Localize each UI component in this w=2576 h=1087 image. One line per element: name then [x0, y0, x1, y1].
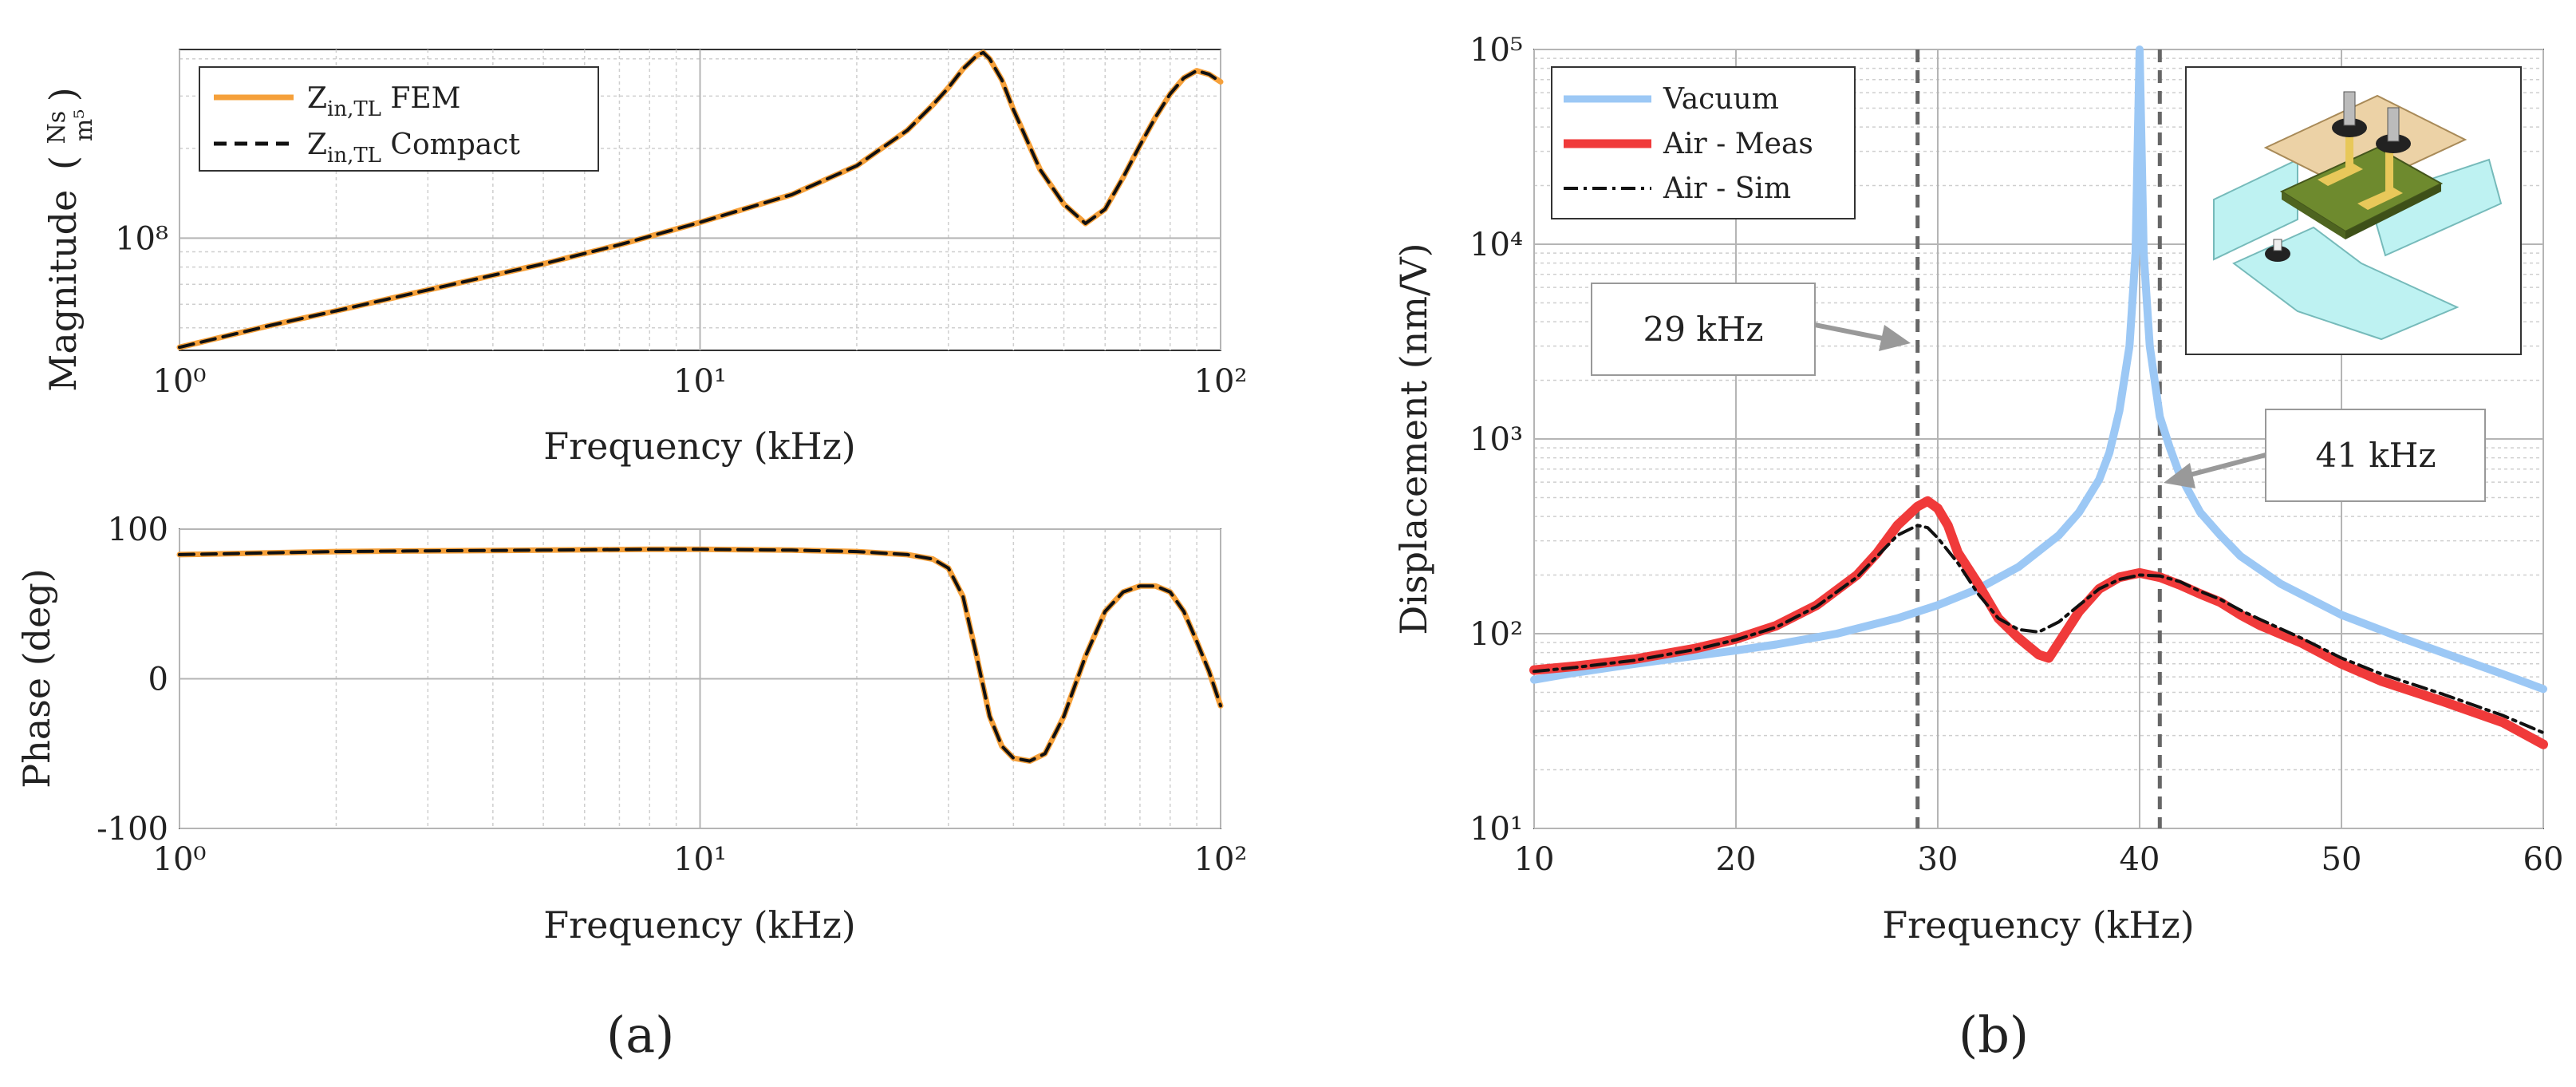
legend-fem-sub: in,TL	[327, 97, 381, 121]
y-tick-label: 10⁴	[1469, 227, 1523, 263]
x-tick-label: 40	[2120, 841, 2160, 878]
magnitude-series	[176, 49, 1224, 350]
magnitude-y-axis-label: Magnitude ( Ns m⁵ )	[41, 87, 98, 391]
y-tick-label: 0	[148, 662, 168, 698]
displacement-legend-label-air-meas: Air - Meas	[1663, 128, 1813, 160]
magnitude-x-axis-label: Frequency (kHz)	[543, 425, 856, 468]
inset-connector-3	[2265, 246, 2290, 262]
displacement-y-axis-label: Displacement (nm/V)	[1392, 243, 1435, 634]
inset-pin-2	[2387, 107, 2400, 142]
magnitude-legend: Zin,TL FEM Zin,TL Compact	[199, 66, 599, 172]
x-tick-label: 30	[1918, 841, 1959, 878]
magnitude-y-unit-fraction: Ns m⁵	[43, 101, 98, 144]
callout-29khz: 29 kHz	[1591, 283, 1911, 376]
x-tick-label: 10²	[1194, 363, 1248, 400]
legend-compact-sub: in,TL	[327, 144, 381, 168]
x-tick-label: 20	[1716, 841, 1757, 878]
device-inset-image	[2185, 66, 2522, 355]
x-tick-label: 50	[2322, 841, 2362, 878]
panel-b-label: (b)	[1959, 1006, 2029, 1064]
inset-connector-1	[2332, 118, 2367, 137]
phase-series	[176, 546, 1224, 765]
displacement-series	[1529, 45, 2548, 828]
displacement-legend-label-vacuum: Vacuum	[1663, 83, 1779, 116]
y-tick-label: 10⁸	[115, 220, 168, 257]
phase-grid	[179, 528, 1221, 829]
displacement-x-axis-label: Frequency (kHz)	[1882, 903, 2195, 947]
legend-compact-rest: Compact	[381, 128, 520, 161]
x-tick-label: 10¹	[673, 363, 727, 400]
x-tick-label: 60	[2523, 841, 2564, 878]
y-tick-label: -100	[97, 811, 168, 848]
magnitude-y-axis-label-paren-close: )	[41, 87, 85, 101]
legend-compact-main: Z	[307, 128, 327, 161]
magnitude-legend-label-compact: Zin,TL Compact	[307, 128, 520, 168]
legend-fem-main: Z	[307, 82, 327, 115]
inset-pin-3	[2273, 239, 2282, 251]
panel-a-label: (a)	[606, 1006, 674, 1064]
callout-41khz-box	[2265, 409, 2486, 502]
callout-41khz-arrow-shaft	[2189, 453, 2266, 477]
inset-green-plate-front	[2345, 184, 2441, 239]
inset-left-block	[2213, 158, 2298, 261]
callout-29khz-arrow-shaft	[1814, 322, 1888, 342]
callout-41khz: 41 kHz	[2164, 409, 2486, 502]
magnitude-y-unit-numerator: Ns	[43, 111, 71, 144]
y-tick-label: 100	[108, 512, 168, 548]
magnitude-y-axis-label-text: Magnitude	[41, 190, 85, 392]
callout-29khz-box	[1591, 283, 1816, 376]
inset-connector-2	[2376, 134, 2411, 153]
phase-y-axis-label: Phase (deg)	[15, 568, 58, 788]
displacement-chart: 10 20 30 40 50 60 10¹ 10² 10³ 10⁴ 10⁵ Frequency (k…	[1392, 32, 2563, 947]
series-line-2-0	[1530, 45, 2547, 694]
displacement-ticks: 10 20 30 40 50 60 10¹ 10² 10³ 10⁴ 10⁵	[1469, 32, 2563, 878]
callout-41khz-arrowhead	[2164, 463, 2195, 488]
callout-29khz-label: 29 kHz	[1643, 310, 1764, 349]
y-tick-label: 10³	[1469, 421, 1523, 458]
legend-fem-rest: FEM	[381, 82, 461, 115]
y-tick-label: 10¹	[1469, 811, 1523, 848]
inset-right-block	[2368, 158, 2503, 257]
series-line-1-1	[178, 547, 1222, 763]
magnitude-y-axis-label-paren-open: (	[41, 156, 85, 170]
displacement-legend-label-air-sim: Air - Sim	[1663, 172, 1791, 205]
magnitude-ticks: 10⁰ 10¹ 10² 10⁸	[115, 220, 1247, 400]
magnitude-chart: 10⁰ 10¹ 10² 10⁸ Frequency (kHz) Magnitude (…	[41, 49, 1247, 468]
magnitude-legend-box	[199, 66, 599, 172]
x-tick-label: 10⁰	[153, 841, 207, 878]
inset-green-plate-side	[2282, 192, 2345, 239]
phase-chart: 10⁰ 10¹ 10² -100 0 100 Frequency (kHz) Phase …	[15, 512, 1247, 947]
series-line-0-1	[178, 50, 1222, 350]
magnitude-y-unit-denominator: m⁵	[70, 109, 98, 141]
phase-ticks: 10⁰ 10¹ 10² -100 0 100	[97, 512, 1247, 878]
inset-trace-1	[2345, 136, 2353, 172]
inset-electrode-2	[2357, 188, 2403, 210]
magnitude-legend-label-fem: Zin,TL FEM	[307, 82, 461, 121]
phase-x-axis-label: Frequency (kHz)	[543, 903, 856, 947]
x-tick-label: 10¹	[673, 841, 727, 878]
displacement-legend: Vacuum Air - Meas Air - Sim	[1551, 66, 1856, 219]
inset-pin-1	[2343, 91, 2356, 126]
series-line-2-2	[1533, 524, 2545, 735]
x-tick-label: 10²	[1194, 841, 1248, 878]
y-tick-label: 10⁵	[1469, 32, 1523, 69]
x-tick-label: 10⁰	[153, 363, 207, 400]
y-tick-label: 10²	[1469, 616, 1523, 653]
callout-41khz-label: 41 kHz	[2316, 436, 2436, 475]
x-tick-label: 10	[1514, 841, 1555, 878]
callout-29khz-arrowhead	[1879, 325, 1911, 351]
inset-trace-2	[2385, 152, 2393, 192]
